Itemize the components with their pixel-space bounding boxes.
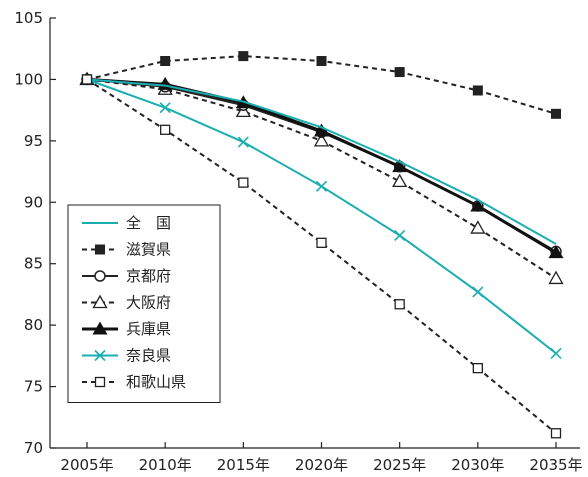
y-tick-label: 75 [24, 378, 43, 396]
y-tick-label: 95 [24, 132, 43, 150]
x-tick-label: 2035年 [529, 456, 582, 474]
data-point [548, 245, 564, 259]
legend-swatch-marker [94, 270, 106, 282]
chart-axes [49, 18, 580, 449]
cross-stroke [472, 286, 484, 298]
cross-stroke [94, 349, 106, 362]
data-point [316, 56, 327, 66]
x-tick-label: 2030年 [451, 456, 504, 474]
data-point [472, 362, 483, 374]
data-point [394, 229, 406, 242]
legend-item: 兵庫県 [82, 320, 171, 338]
data-point [470, 220, 486, 234]
y-tick-label: 85 [24, 255, 43, 273]
x-tick-label: 2005年 [60, 456, 113, 474]
cross-stroke [315, 180, 328, 192]
legend-item: 全 国 [82, 214, 171, 232]
legend-label: 京都府 [126, 267, 171, 285]
data-point [392, 173, 408, 188]
y-tick-label: 80 [24, 316, 43, 334]
legend-box [67, 204, 221, 403]
y-tick-label: 100 [14, 70, 43, 88]
legend-swatch-marker [94, 376, 106, 388]
cross-stroke [550, 347, 562, 359]
plot-area [79, 51, 564, 439]
data-point [392, 159, 408, 173]
legend-label: 奈良県 [126, 347, 171, 365]
data-point [472, 85, 483, 96]
x-tick-label: 2015年 [217, 456, 270, 474]
series-5 [81, 73, 562, 359]
data-point [550, 428, 562, 439]
x-tick-label: 2010年 [139, 456, 192, 474]
x-tick-label: 2025年 [373, 456, 426, 474]
series-0 [86, 78, 557, 245]
legend-label: 大阪府 [126, 294, 171, 312]
data-point [237, 136, 249, 148]
legend-item: 大阪府 [82, 294, 171, 312]
data-point [548, 270, 564, 285]
data-point [550, 347, 562, 359]
data-point [238, 51, 249, 62]
cross-stroke [159, 102, 171, 114]
data-point [394, 299, 405, 310]
legend-swatch-marker [95, 244, 105, 255]
data-point [238, 177, 249, 188]
legend-item: 京都府 [82, 267, 171, 285]
data-point [160, 56, 171, 66]
legend-item: 滋賀県 [82, 241, 171, 259]
legend-item: 奈良県 [82, 347, 171, 365]
y-tick-label: 70 [24, 439, 43, 457]
y-axis-ticks: 70 75 80 85 90 95 100 105 [14, 9, 56, 457]
legend-swatch-marker [92, 294, 108, 309]
cross-stroke [394, 229, 406, 242]
legend-label: 全 国 [126, 214, 171, 232]
x-axis-ticks: 2005年 2010年 2015年 2020年 2025年 2030年 2035年 [60, 442, 583, 474]
legend-item: 和歌山県 [82, 373, 186, 391]
data-point [316, 237, 327, 248]
legend-label: 兵庫県 [126, 320, 171, 338]
data-point [470, 198, 486, 212]
data-point [160, 124, 171, 135]
data-point [159, 102, 171, 114]
y-tick-label: 105 [14, 9, 43, 27]
series-6 [81, 74, 562, 439]
legend-swatch-marker [94, 349, 106, 362]
legend-swatch-marker [92, 321, 108, 335]
data-point [313, 133, 330, 147]
data-point [315, 180, 328, 192]
data-point [394, 67, 405, 78]
x-tick-label: 2020年 [295, 456, 348, 474]
data-point [81, 74, 93, 85]
legend-label: 和歌山県 [126, 373, 186, 391]
y-tick-label: 90 [24, 193, 43, 211]
series-line [86, 78, 557, 245]
data-point [551, 108, 561, 119]
data-point [314, 123, 329, 137]
data-point [472, 286, 484, 298]
cross-stroke [237, 136, 249, 148]
legend-label: 滋賀県 [126, 241, 171, 259]
